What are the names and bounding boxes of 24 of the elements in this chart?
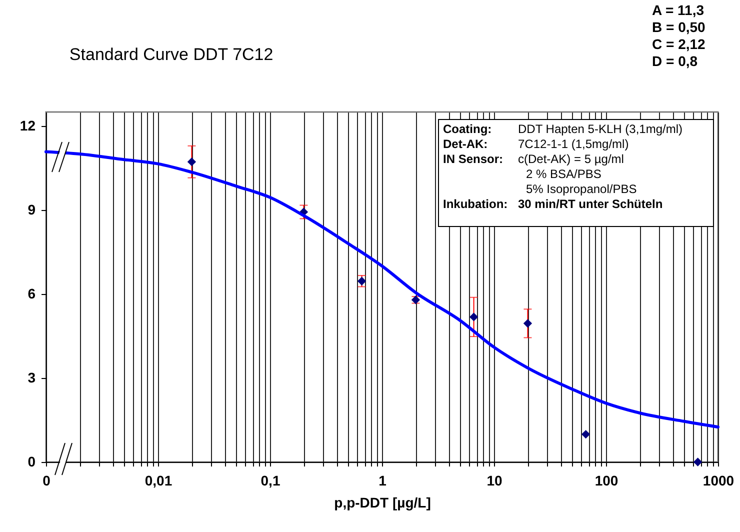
text: B = 0,50 (652, 19, 706, 36)
y-tick-label: 6 (28, 286, 36, 302)
text: IN Sensor: c(Det-AK) = 5 µg/ml (443, 152, 624, 166)
text: Coating: DDT Hapten 5-KLH (3,1mg/ml) (443, 122, 682, 136)
text: Det-AK: 7C12-1-1 (1,5mg/ml) (443, 137, 629, 151)
text: A = 11,3 (652, 2, 706, 19)
y-tick-label: 0 (28, 454, 36, 470)
x-tick-label: 0 (42, 472, 51, 488)
x-tick-label: 100 (594, 472, 618, 488)
chart-title: Standard Curve DDT 7C12 (69, 45, 274, 64)
x-tick-label: 1 (378, 472, 387, 488)
y-tick-label: 9 (28, 202, 36, 218)
y-tick-label: 12 (20, 118, 36, 134)
annotation: 5% Isopropanol/PBS (525, 182, 638, 197)
x-tick-label: 0,1 (260, 472, 280, 488)
annotation: Inkubation: 30 min/RT unter Schüteln (443, 197, 664, 212)
x-tick-label: 10 (486, 472, 502, 488)
x-axis-title: p,p-DDT [µg/L] (334, 494, 431, 510)
text: C = 2,12 (652, 36, 706, 53)
text: D = 0,8 (652, 53, 699, 70)
x-tick-label: 0,01 (144, 472, 172, 488)
x-tick-label: 1000 (702, 472, 734, 488)
y-tick-label: 3 (28, 370, 36, 386)
annotation: 2 % BSA/PBS (525, 167, 602, 182)
